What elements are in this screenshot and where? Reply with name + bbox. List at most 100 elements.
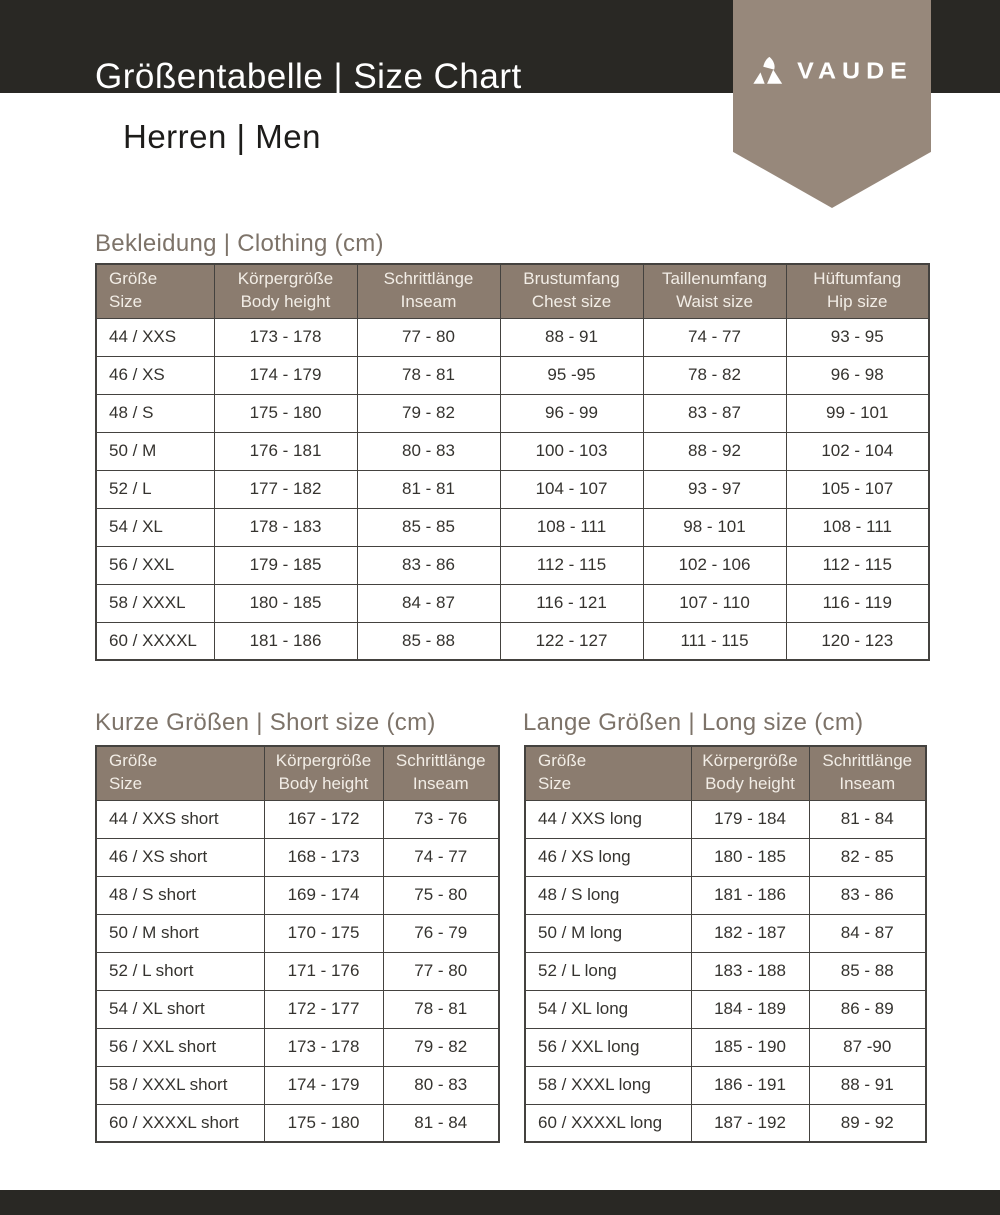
value-cell: 76 - 79 <box>382 913 500 953</box>
column-header: Schrittlänge Inseam <box>356 263 501 319</box>
column-header-en: Chest size <box>531 292 612 312</box>
value-cell: 77 - 80 <box>356 317 501 357</box>
column-header-en: Size <box>538 774 572 794</box>
table-row: 46 / XS 174 - 179 78 - 81 95 -95 78 - 82 96 -… <box>95 355 930 395</box>
footer-bar <box>0 1190 1000 1215</box>
size-cell: 52 / L <box>95 469 215 509</box>
column-header-en: Inseam <box>412 774 469 794</box>
column-header-de: Schrittlänge <box>383 269 474 289</box>
value-cell: 180 - 185 <box>213 583 358 623</box>
value-cell: 173 - 178 <box>263 1027 384 1067</box>
value-cell: 179 - 185 <box>213 545 358 585</box>
table-row: 58 / XXXL 180 - 185 84 - 87 116 - 121 107 - … <box>95 583 930 623</box>
column-header: Größe Size <box>95 263 215 319</box>
column-header: Brustumfang Chest size <box>499 263 644 319</box>
column-header-de: Körpergröße <box>237 269 334 289</box>
value-cell: 80 - 83 <box>382 1065 500 1105</box>
column-header-de: Größe <box>538 751 587 771</box>
column-header-en: Inseam <box>839 774 896 794</box>
short-size-section-title: Kurze Größen | Short size (cm) <box>95 709 436 736</box>
size-cell: 60 / XXXXL long <box>524 1103 692 1143</box>
value-cell: 108 - 111 <box>499 507 644 547</box>
table-row: 54 / XL short 172 - 177 78 - 81 <box>95 989 500 1029</box>
table-row: 54 / XL long 184 - 189 86 - 89 <box>524 989 927 1029</box>
size-cell: 50 / M short <box>95 913 265 953</box>
value-cell: 107 - 110 <box>642 583 787 623</box>
size-cell: 46 / XS long <box>524 837 692 877</box>
table-row: 58 / XXXL long 186 - 191 88 - 91 <box>524 1065 927 1105</box>
column-header-de: Taillenumfang <box>662 269 767 289</box>
value-cell: 83 - 86 <box>808 875 927 915</box>
size-cell: 46 / XS short <box>95 837 265 877</box>
value-cell: 111 - 115 <box>642 621 787 661</box>
size-cell: 56 / XXL short <box>95 1027 265 1067</box>
value-cell: 86 - 89 <box>808 989 927 1029</box>
value-cell: 98 - 101 <box>642 507 787 547</box>
value-cell: 182 - 187 <box>690 913 810 953</box>
clothing-table: Größe Size Körpergröße Body height Schrittlä… <box>95 263 930 661</box>
table-row: 60 / XXXXL 181 - 186 85 - 88 122 - 127 111 -… <box>95 621 930 661</box>
table-row: 56 / XXL short 173 - 178 79 - 82 <box>95 1027 500 1067</box>
value-cell: 183 - 188 <box>690 951 810 991</box>
value-cell: 185 - 190 <box>690 1027 810 1067</box>
size-cell: 44 / XXS <box>95 317 215 357</box>
value-cell: 79 - 82 <box>356 393 501 433</box>
table-row: 56 / XXL long 185 - 190 87 -90 <box>524 1027 927 1067</box>
table-row: 52 / L 177 - 182 81 - 81 104 - 107 93 - 97 10… <box>95 469 930 509</box>
value-cell: 175 - 180 <box>213 393 358 433</box>
table-row: 44 / XXS long 179 - 184 81 - 84 <box>524 799 927 839</box>
value-cell: 169 - 174 <box>263 875 384 915</box>
value-cell: 88 - 91 <box>808 1065 927 1105</box>
table-row: 48 / S 175 - 180 79 - 82 96 - 99 83 - 87 99 -… <box>95 393 930 433</box>
value-cell: 178 - 183 <box>213 507 358 547</box>
size-cell: 52 / L short <box>95 951 265 991</box>
column-header-en: Size <box>109 774 143 794</box>
value-cell: 78 - 81 <box>382 989 500 1029</box>
value-cell: 79 - 82 <box>382 1027 500 1067</box>
value-cell: 112 - 115 <box>785 545 930 585</box>
value-cell: 167 - 172 <box>263 799 384 839</box>
size-cell: 54 / XL long <box>524 989 692 1029</box>
size-cell: 48 / S <box>95 393 215 433</box>
value-cell: 179 - 184 <box>690 799 810 839</box>
value-cell: 85 - 88 <box>808 951 927 991</box>
vaude-mountain-icon <box>751 55 785 87</box>
column-header-de: Brustumfang <box>523 269 620 289</box>
value-cell: 122 - 127 <box>499 621 644 661</box>
value-cell: 186 - 191 <box>690 1065 810 1105</box>
value-cell: 81 - 81 <box>356 469 501 509</box>
table-row: 54 / XL 178 - 183 85 - 85 108 - 111 98 - 101… <box>95 507 930 547</box>
value-cell: 89 - 92 <box>808 1103 927 1143</box>
value-cell: 84 - 87 <box>808 913 927 953</box>
column-header-de: Hüftumfang <box>813 269 902 289</box>
size-cell: 46 / XS <box>95 355 215 395</box>
size-cell: 58 / XXXL long <box>524 1065 692 1105</box>
page-subtitle: Herren | Men <box>123 118 321 155</box>
size-cell: 50 / M long <box>524 913 692 953</box>
size-cell: 48 / S short <box>95 875 265 915</box>
value-cell: 78 - 81 <box>356 355 501 395</box>
brand-logo: VAUDE <box>733 55 931 87</box>
value-cell: 93 - 97 <box>642 469 787 509</box>
value-cell: 95 -95 <box>499 355 644 395</box>
size-cell: 50 / M <box>95 431 215 471</box>
value-cell: 77 - 80 <box>382 951 500 991</box>
value-cell: 105 - 107 <box>785 469 930 509</box>
long-size-table: Größe Size Körpergröße Body height Schrittlä… <box>524 745 927 1143</box>
brand-badge: VAUDE <box>733 0 931 208</box>
column-header: Körpergröße Body height <box>263 745 384 801</box>
value-cell: 180 - 185 <box>690 837 810 877</box>
size-cell: 48 / S long <box>524 875 692 915</box>
column-header-en: Hip size <box>827 292 888 312</box>
value-cell: 74 - 77 <box>382 837 500 877</box>
short-size-table: Größe Size Körpergröße Body height Schrittlä… <box>95 745 500 1143</box>
column-header-en: Body height <box>240 292 331 312</box>
column-header: Hüftumfang Hip size <box>785 263 930 319</box>
value-cell: 83 - 86 <box>356 545 501 585</box>
value-cell: 175 - 180 <box>263 1103 384 1143</box>
value-cell: 102 - 104 <box>785 431 930 471</box>
value-cell: 74 - 77 <box>642 317 787 357</box>
column-header: Schrittlänge Inseam <box>382 745 500 801</box>
table-row: 60 / XXXXL short 175 - 180 81 - 84 <box>95 1103 500 1143</box>
value-cell: 73 - 76 <box>382 799 500 839</box>
